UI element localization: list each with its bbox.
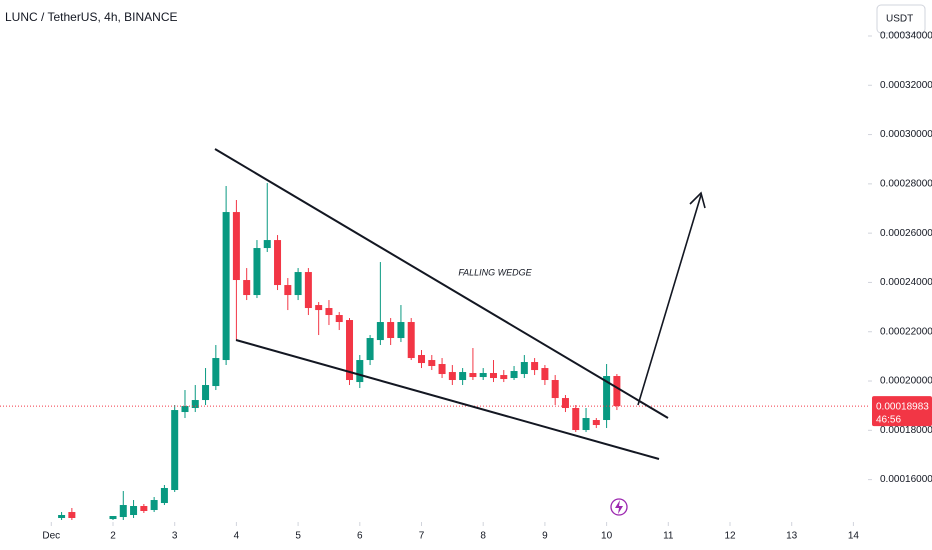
candle-body — [500, 375, 508, 380]
candle-body — [263, 240, 271, 249]
candle-body — [109, 516, 117, 520]
candle-body — [304, 272, 312, 309]
candle-body — [520, 362, 528, 375]
candle-body — [551, 380, 559, 399]
plot-area — [0, 183, 868, 521]
candle-body — [232, 212, 240, 281]
candle-body — [68, 512, 76, 519]
x-tick-label: 5 — [295, 531, 301, 542]
y-tick-label: 0.00032000 — [880, 80, 932, 91]
candle-body — [613, 376, 621, 407]
candle-body — [561, 398, 569, 409]
x-tick-label: 10 — [601, 531, 613, 542]
candle-body — [294, 272, 302, 296]
candle-body — [438, 364, 446, 375]
arrow-head — [689, 191, 706, 209]
currency-button[interactable] — [876, 4, 926, 34]
chart-title: LUNC / TetherUS, 4h, BINANCE — [5, 10, 178, 24]
candle-body — [160, 488, 168, 504]
x-tick-label: 6 — [357, 531, 363, 542]
candle-body — [284, 285, 292, 296]
y-tick-label: 0.00026000 — [880, 228, 932, 239]
candle-body — [274, 240, 282, 286]
candle-body — [510, 371, 518, 379]
candle-body — [58, 515, 66, 519]
candle-body — [541, 368, 549, 381]
y-tick-label: 0.00028000 — [880, 178, 932, 189]
y-tick-label: 0.00022000 — [880, 326, 932, 337]
x-tick-label: 12 — [724, 531, 736, 542]
candle-body — [335, 315, 343, 323]
axes: 0.00016000 0.00018000 0.00020000 0.00022000… — [42, 31, 932, 542]
candle-body — [417, 355, 425, 364]
y-tick-label: 0.00034000 — [880, 31, 932, 42]
candle-body — [171, 410, 179, 491]
candle-body — [397, 322, 405, 339]
candle-body — [222, 212, 230, 361]
annotation: FALLING WEDGE — [458, 267, 532, 277]
candle-body — [181, 406, 189, 413]
x-tick-label: 9 — [542, 531, 548, 542]
candle-body — [366, 338, 374, 361]
arrow-shaft — [637, 194, 702, 406]
x-tick-label: 7 — [419, 531, 425, 542]
candle-body — [448, 372, 456, 381]
x-tick-label: 3 — [172, 531, 178, 542]
candle-body — [376, 322, 384, 341]
currency-label: USDT — [886, 14, 913, 25]
candle-body — [119, 505, 127, 518]
candle-body — [407, 322, 415, 359]
countdown: 46:56 — [876, 415, 901, 426]
price-label: 0.00018983 — [876, 402, 929, 413]
candle-body — [356, 360, 364, 383]
candle-body — [469, 373, 477, 378]
candle-body — [582, 418, 590, 431]
x-tick-label: 14 — [848, 531, 860, 542]
candle-body — [243, 280, 251, 296]
candle-body — [202, 385, 210, 401]
candle-body — [140, 506, 148, 512]
candle-body — [346, 320, 354, 381]
y-tick-label: 0.00020000 — [880, 376, 932, 387]
event-icon-bolt — [615, 500, 623, 514]
x-tick-label: 4 — [234, 531, 240, 542]
y-tick-label: 0.00030000 — [880, 129, 932, 140]
candle-body — [489, 373, 497, 379]
candle-body — [191, 400, 199, 409]
wedge-upper-line — [214, 148, 669, 419]
wedge-lower-line — [235, 339, 660, 460]
price-label-box — [872, 396, 932, 427]
candle-body — [325, 308, 333, 316]
candle-body — [150, 500, 158, 511]
x-tick-label: Dec — [42, 531, 60, 542]
x-tick-label: 11 — [663, 531, 674, 542]
x-tick-label: 8 — [480, 531, 486, 542]
candle-body — [428, 360, 436, 367]
y-tick-label: 0.00024000 — [880, 277, 932, 288]
candle-body — [253, 248, 261, 296]
candle-body — [387, 322, 395, 339]
candle-body — [531, 362, 539, 371]
candle-body — [459, 372, 467, 381]
x-tick-label: 13 — [786, 531, 798, 542]
candle-body — [130, 506, 138, 516]
y-tick-label: 0.00016000 — [880, 474, 932, 485]
candle-body — [212, 358, 220, 387]
candle-body — [479, 373, 487, 378]
candle-body — [315, 305, 323, 311]
candle-body — [572, 408, 580, 431]
x-tick-label: 2 — [110, 531, 116, 542]
y-tick-label: 0.00018000 — [880, 425, 932, 436]
candle-body — [603, 376, 611, 421]
candle-body — [592, 420, 600, 426]
